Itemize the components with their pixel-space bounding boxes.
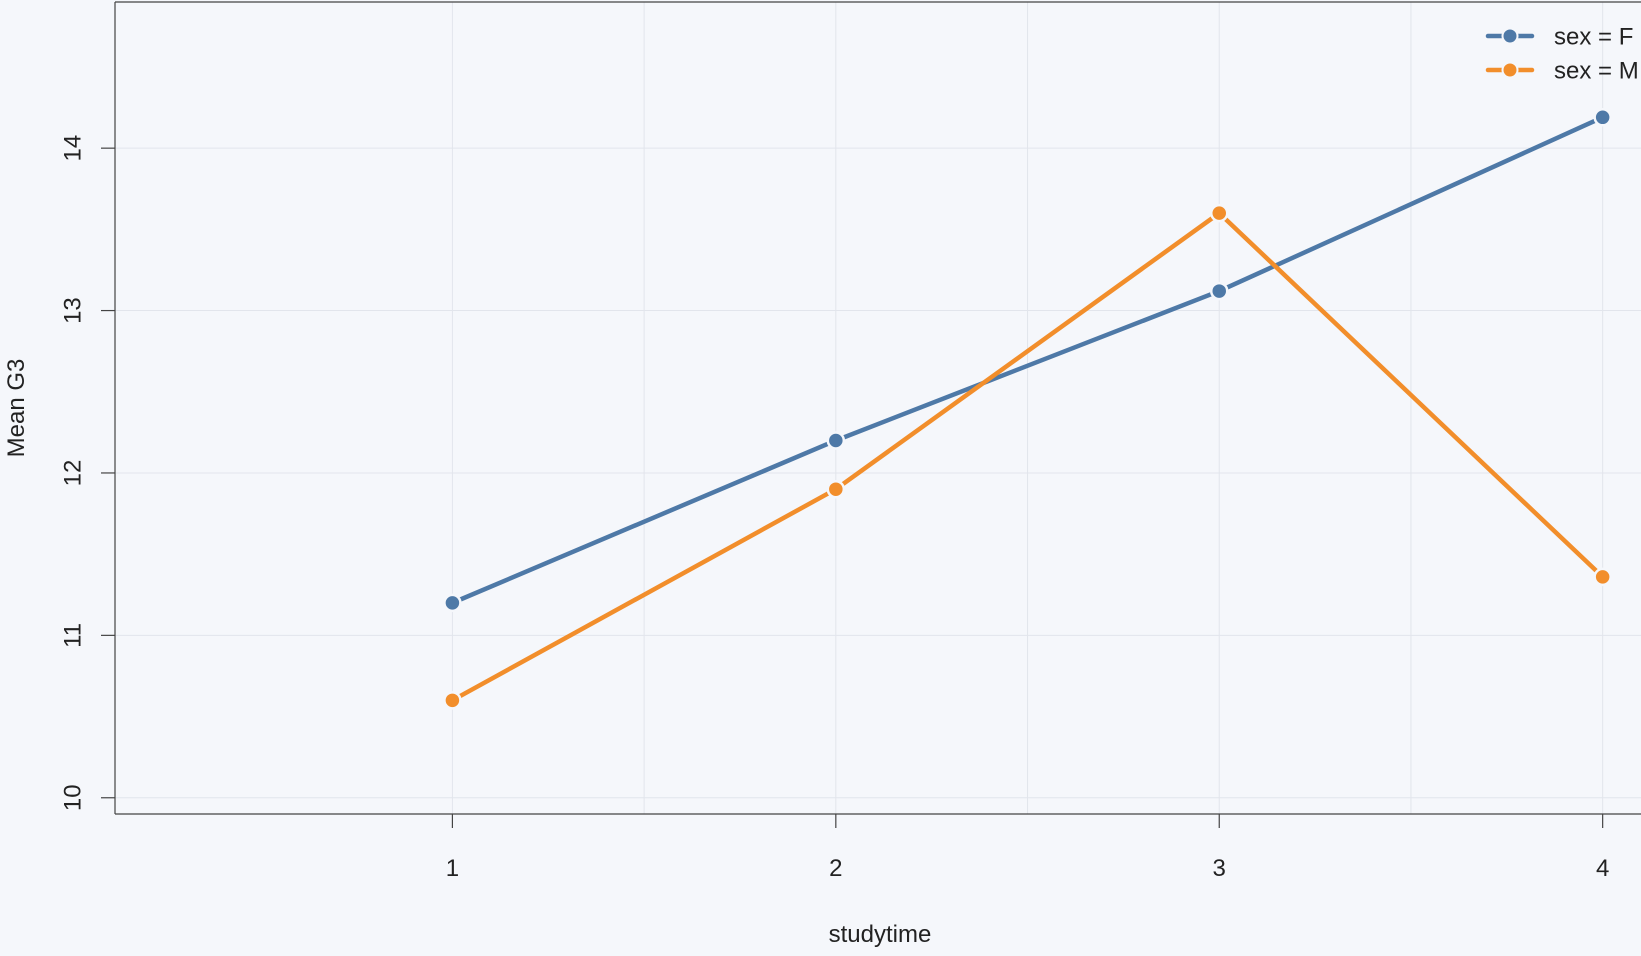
legend-marker	[1501, 27, 1519, 45]
x-tick-label: 3	[1213, 855, 1226, 882]
legend-marker	[1501, 61, 1519, 79]
data-point	[826, 431, 846, 450]
series-line-0	[450, 115, 1605, 606]
series-line-1	[450, 210, 1605, 703]
y-axis-label: Mean G3	[3, 359, 30, 458]
y-tick-label: 10	[59, 784, 86, 811]
data-point	[443, 593, 462, 613]
data-point	[826, 479, 846, 499]
data-point	[1209, 281, 1229, 301]
legend: sex = F sex = M	[1485, 23, 1639, 84]
legend-label: sex = M	[1554, 57, 1639, 84]
data-point	[1209, 203, 1229, 223]
y-tick-label: 11	[59, 623, 86, 648]
x-tick-label: 2	[829, 855, 842, 882]
grid-lines	[115, 2, 1641, 814]
y-tick-label: 12	[59, 460, 86, 487]
y-tick-label: 14	[59, 135, 86, 162]
data-point	[1593, 567, 1612, 587]
legend-label: sex = F	[1554, 23, 1633, 50]
series-lines	[443, 108, 1612, 710]
x-tick-label: 1	[446, 855, 459, 882]
x-axis-label: studytime	[829, 921, 932, 948]
x-tick-label: 4	[1596, 855, 1609, 882]
data-point	[1593, 108, 1612, 127]
plot-background	[115, 2, 1641, 814]
y-tick-label: 13	[59, 297, 86, 324]
data-point	[443, 691, 462, 710]
